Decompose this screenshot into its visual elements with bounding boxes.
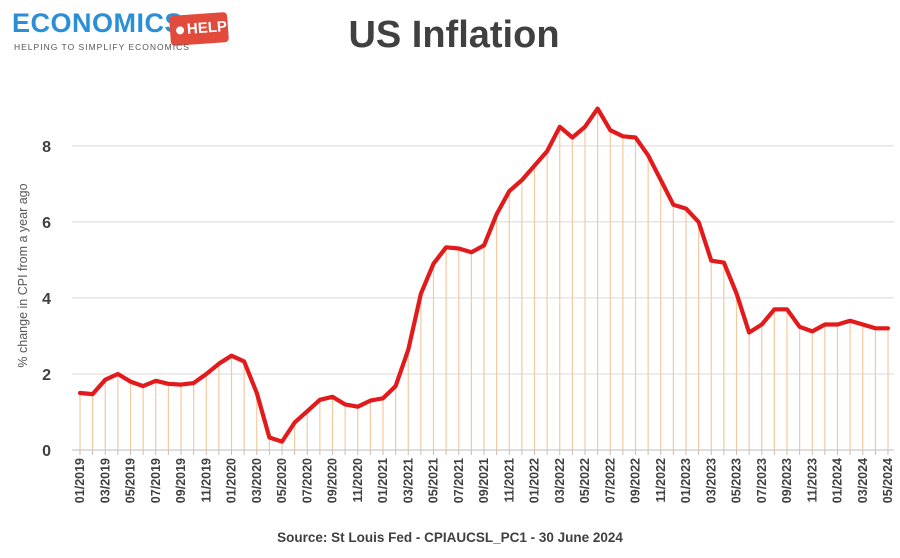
logo-wordmark: ECONOMICS bbox=[12, 8, 184, 38]
x-tick-label: 07/2020 bbox=[300, 458, 314, 503]
y-axis-label: % change in CPI from a year ago bbox=[16, 183, 30, 367]
x-tick-label: 05/2020 bbox=[275, 458, 289, 503]
y-tick-label: 0 bbox=[42, 443, 51, 460]
x-tick-label: 01/2024 bbox=[831, 458, 845, 503]
x-tick-label: 07/2019 bbox=[149, 458, 163, 503]
y-tick-label: 8 bbox=[42, 139, 51, 156]
economics-help-logo: ECONOMICS HELP HELPING TO SIMPLIFY ECONO… bbox=[10, 8, 230, 56]
x-tick-label: 03/2024 bbox=[856, 458, 870, 503]
logo-subtitle: HELPING TO SIMPLIFY ECONOMICS bbox=[14, 42, 190, 52]
x-tick-label: 11/2022 bbox=[654, 458, 668, 503]
x-tick-label: 05/2024 bbox=[881, 458, 895, 503]
x-tick-label: 11/2021 bbox=[502, 458, 516, 503]
x-tick-label: 11/2020 bbox=[351, 458, 365, 503]
x-tick-label: 09/2019 bbox=[174, 458, 188, 503]
y-tick-label: 6 bbox=[42, 215, 51, 232]
x-tick-label: 11/2019 bbox=[199, 458, 213, 503]
x-tick-label: 03/2020 bbox=[250, 458, 264, 503]
x-tick-label: 01/2019 bbox=[73, 458, 87, 503]
x-tick-label: 05/2021 bbox=[427, 458, 441, 503]
x-tick-label: 01/2022 bbox=[528, 458, 542, 503]
x-tick-label: 09/2021 bbox=[477, 458, 491, 503]
x-tick-label: 01/2021 bbox=[376, 458, 390, 503]
inflation-series-line bbox=[77, 106, 891, 444]
x-tick-label: 07/2021 bbox=[452, 458, 466, 503]
x-tick-label: 07/2023 bbox=[755, 458, 769, 503]
chart-source: Source: St Louis Fed - CPIAUCSL_PC1 - 30… bbox=[277, 530, 623, 545]
x-tick-label: 07/2022 bbox=[603, 458, 617, 503]
x-tick-label: 05/2019 bbox=[124, 458, 138, 503]
x-tick-label: 03/2021 bbox=[401, 458, 415, 503]
x-tick-label: 03/2023 bbox=[704, 458, 718, 503]
x-tick-label: 11/2023 bbox=[805, 458, 819, 503]
x-tick-label: 01/2023 bbox=[679, 458, 693, 503]
x-tick-label: 09/2022 bbox=[629, 458, 643, 503]
y-tick-label: 4 bbox=[42, 291, 51, 308]
y-tick-label: 2 bbox=[42, 367, 51, 384]
x-tick-label: 03/2022 bbox=[553, 458, 567, 503]
x-tick-label: 05/2022 bbox=[578, 458, 592, 503]
x-tick-label: 03/2019 bbox=[98, 458, 112, 503]
chart-title: US Inflation bbox=[348, 14, 560, 56]
x-tick-label: 01/2020 bbox=[225, 458, 239, 503]
x-tick-label: 09/2023 bbox=[780, 458, 794, 503]
x-tick-label: 05/2023 bbox=[730, 458, 744, 503]
x-tick-label: 09/2020 bbox=[326, 458, 340, 503]
